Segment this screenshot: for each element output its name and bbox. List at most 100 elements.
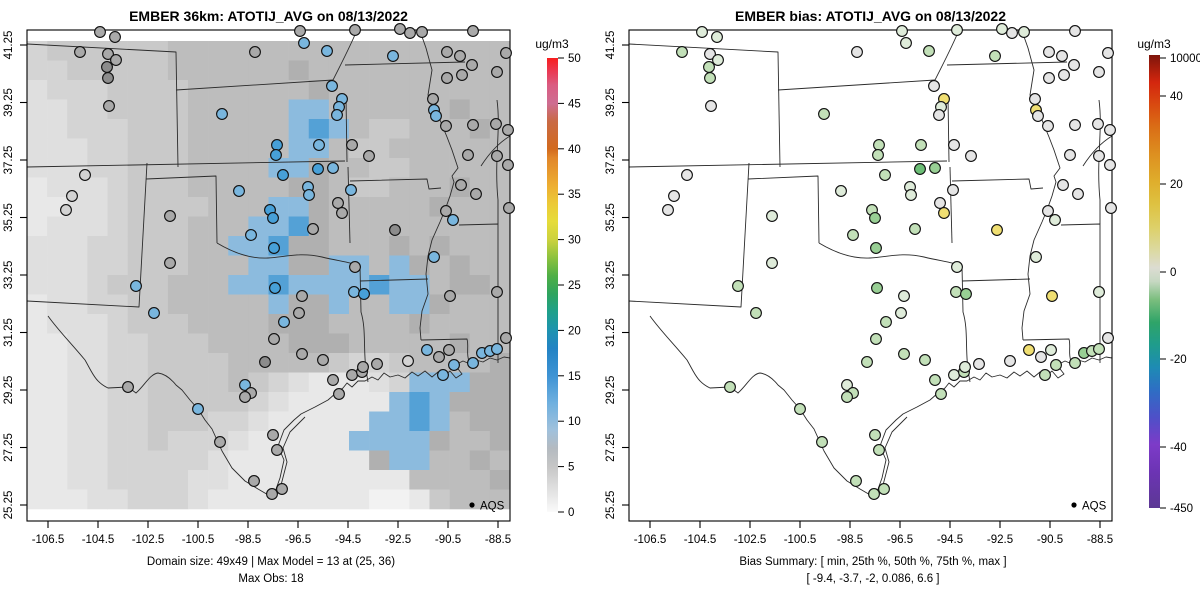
site-marker [148, 307, 160, 319]
site-marker [470, 188, 482, 200]
site-marker [951, 261, 963, 273]
model-site-markers [60, 23, 515, 500]
site-marker [880, 316, 892, 328]
site-marker [878, 483, 890, 495]
site-marker [1043, 72, 1055, 84]
site-marker [896, 25, 908, 37]
x-tick-label: -104.5 [684, 534, 717, 546]
site-marker [1068, 59, 1080, 71]
site-marker [870, 333, 882, 345]
site-marker [919, 354, 931, 366]
site-marker [502, 159, 514, 171]
site-marker [898, 290, 910, 302]
site-marker [1069, 357, 1081, 369]
caption-max-obs: Max Obs: 18 [238, 573, 304, 585]
site-marker [1035, 351, 1047, 363]
site-marker [503, 202, 515, 214]
caption-bias-summary-values: [ -9.4, -3.7, -2, 0.086, 6.6 ] [806, 573, 940, 585]
site-marker [363, 150, 375, 162]
site-marker [448, 359, 460, 371]
site-marker [313, 139, 325, 151]
x-tick-label: -90.5 [1037, 534, 1063, 546]
site-marker [869, 212, 881, 224]
y-tick-label: 41.25 [605, 31, 617, 60]
site-marker [94, 26, 106, 38]
site-marker [895, 307, 907, 319]
site-marker [750, 307, 762, 319]
site-marker [269, 282, 281, 294]
site-marker [268, 333, 280, 345]
site-marker [259, 356, 271, 368]
y-axis: 41.25 39.25 37.25 35.25 33.25 31.25 29.25 27.25… [3, 31, 27, 520]
site-marker [333, 388, 345, 400]
aqs-dot-icon [1071, 502, 1077, 508]
y-tick-label: 41.25 [3, 31, 15, 60]
site-marker [248, 475, 260, 487]
site-marker [1064, 149, 1076, 161]
site-marker [467, 119, 479, 131]
site-marker [490, 118, 502, 130]
site-marker [965, 150, 977, 162]
site-marker [935, 388, 947, 400]
y-tick-label: 25.25 [3, 491, 15, 520]
site-marker [1102, 47, 1114, 59]
site-marker [349, 24, 361, 36]
site-marker [724, 381, 736, 393]
site-marker [440, 205, 452, 217]
site-marker [1057, 179, 1069, 191]
site-marker [841, 391, 853, 403]
site-marker [928, 80, 940, 92]
site-marker [271, 139, 283, 151]
site-marker [711, 31, 723, 43]
x-tick-label: -102.5 [132, 534, 165, 546]
site-marker [1072, 188, 1084, 200]
site-marker [1104, 124, 1116, 136]
x-tick-label: -88.5 [1087, 534, 1113, 546]
x-tick-label: -100.5 [784, 534, 817, 546]
site-marker [676, 46, 688, 58]
site-marker [266, 488, 278, 500]
site-marker [1032, 110, 1044, 122]
site-marker [122, 381, 134, 393]
site-marker [909, 223, 921, 235]
x-axis: -106.5 -104.5 -102.5 -100.5 -98.5 -96.5 -94.5 -… [32, 521, 511, 546]
site-marker [1018, 26, 1030, 38]
colorbar-gradient [1149, 55, 1160, 508]
site-marker [847, 229, 859, 241]
site-marker [704, 72, 716, 84]
y-tick-label: 35.25 [3, 203, 15, 232]
site-marker [298, 37, 310, 49]
site-marker [440, 120, 452, 132]
site-marker [437, 369, 449, 381]
site-marker [851, 46, 863, 58]
y-tick-label: 39.25 [605, 88, 617, 117]
site-marker [332, 197, 344, 209]
colorbar-gradient [547, 58, 558, 512]
site-marker [1069, 25, 1081, 37]
site-marker [766, 257, 778, 269]
site-marker [872, 149, 884, 161]
site-marker [101, 61, 113, 73]
site-marker [861, 356, 873, 368]
colorbar-tick-label: 40 [568, 144, 581, 156]
site-marker [74, 46, 86, 58]
site-marker [216, 108, 228, 120]
site-marker [387, 50, 399, 62]
site-marker [996, 23, 1008, 35]
site-marker [1092, 118, 1104, 130]
colorbar-tick-label: -450 [1170, 503, 1193, 515]
site-marker [947, 184, 959, 196]
site-marker [348, 286, 360, 298]
site-marker [245, 229, 257, 241]
site-marker [430, 110, 442, 122]
colorbar-tick-label: -20 [1170, 354, 1187, 366]
site-marker [349, 261, 361, 273]
site-marker [873, 444, 885, 456]
colorbar-tick-label: 0 [568, 507, 574, 519]
site-marker [989, 50, 1001, 62]
site-marker [433, 351, 445, 363]
site-marker [1050, 359, 1062, 371]
x-axis: -106.5 -104.5 -102.5 -100.5 -98.5 -96.5 -94.5 -… [634, 521, 1113, 546]
y-tick-label: 27.25 [3, 433, 15, 462]
